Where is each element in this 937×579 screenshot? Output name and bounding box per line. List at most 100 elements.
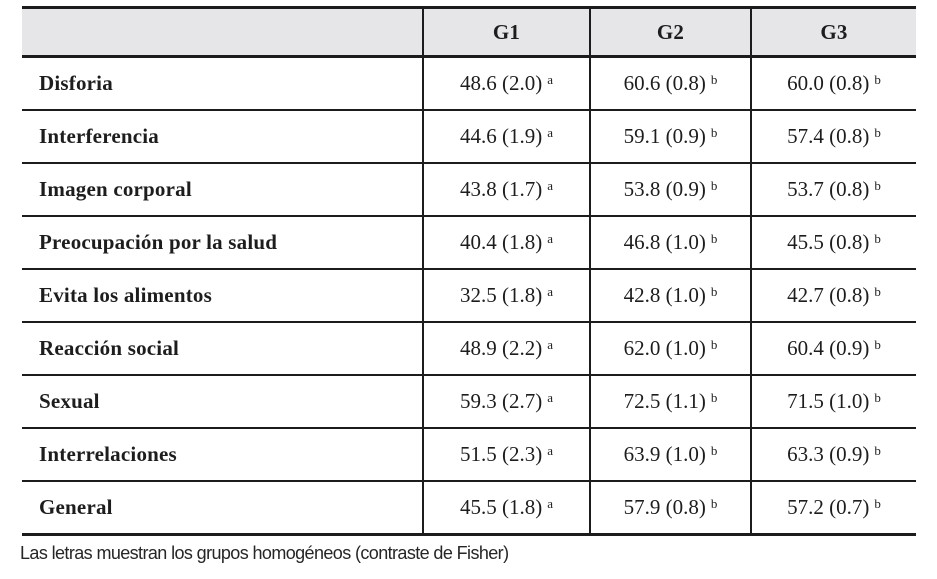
cell-g1: 51.5 (2.3) a (422, 428, 590, 481)
cell-g2: 42.8 (1.0) b (589, 269, 751, 322)
cell-superscript: a (547, 231, 554, 246)
row-label: Disforia (39, 71, 113, 95)
row-label: Interferencia (39, 124, 159, 148)
cell-g2: 46.8 (1.0) b (589, 216, 751, 269)
cell-superscript: b (874, 337, 881, 352)
row-label: Evita los alimentos (39, 283, 212, 307)
table-row: General 45.5 (1.8) a 57.9 (0.8) b 57.2 (0.… (22, 481, 916, 535)
cell-g1: 40.4 (1.8) a (422, 216, 590, 269)
cell-g1: 43.8 (1.7) a (422, 163, 590, 216)
cell-value: 63.3 (0.9) (787, 442, 870, 466)
header-col-g2: G2 (589, 7, 751, 58)
cell-superscript: a (547, 496, 554, 511)
cell-value: 59.3 (2.7) (459, 389, 543, 413)
cell-superscript: b (874, 443, 881, 458)
cell-value: 57.2 (0.7) (787, 495, 870, 519)
cell-superscript: b (710, 284, 718, 299)
table-row: Interferencia 44.6 (1.9) a 59.1 (0.9) b 57… (22, 110, 916, 163)
cell-superscript: a (547, 72, 554, 87)
cell-g1: 48.9 (2.2) a (422, 322, 590, 375)
cell-value: 42.8 (1.0) (623, 283, 706, 307)
header-row: G1 G2 G3 (22, 7, 916, 58)
cell-g3: 45.5 (0.8) b (750, 216, 916, 269)
cell-g1: 32.5 (1.8) a (422, 269, 590, 322)
cell-superscript: a (547, 284, 554, 299)
cell-value: 53.7 (0.8) (787, 177, 870, 201)
cell-g1: 59.3 (2.7) a (422, 375, 590, 428)
cell-superscript: b (710, 72, 718, 87)
cell-superscript: b (710, 390, 718, 405)
table-row: Sexual 59.3 (2.7) a 72.5 (1.1) b 71.5 (1.0… (22, 375, 916, 428)
cell-value: 48.6 (2.0) (459, 71, 543, 95)
cell-g2: 53.8 (0.9) b (589, 163, 751, 216)
cell-value: 45.5 (1.8) (459, 495, 543, 519)
cell-superscript: a (547, 443, 554, 458)
table-row: Imagen corporal 43.8 (1.7) a 53.8 (0.9) b … (22, 163, 916, 216)
row-label: Preocupación por la salud (39, 230, 278, 254)
cell-g1: 48.6 (2.0) a (422, 56, 590, 110)
cell-superscript: b (874, 496, 881, 511)
cell-superscript: a (547, 178, 554, 193)
row-label: Interrelaciones (39, 442, 177, 466)
header-empty-cell (22, 7, 423, 58)
cell-g2: 57.9 (0.8) b (589, 481, 751, 535)
cell-value: 63.9 (1.0) (623, 442, 706, 466)
cell-superscript: b (710, 178, 718, 193)
cell-g2: 60.6 (0.8) b (589, 56, 751, 110)
cell-value: 45.5 (0.8) (787, 230, 870, 254)
cell-value: 60.6 (0.8) (623, 71, 706, 95)
cell-superscript: b (874, 178, 881, 193)
cell-value: 57.9 (0.8) (623, 495, 706, 519)
cell-superscript: b (710, 496, 718, 511)
cell-value: 32.5 (1.8) (459, 283, 543, 307)
cell-superscript: a (547, 390, 554, 405)
cell-value: 59.1 (0.9) (623, 124, 706, 148)
cell-g2: 59.1 (0.9) b (589, 110, 751, 163)
cell-g3: 53.7 (0.8) b (750, 163, 916, 216)
cell-g3: 60.4 (0.9) b (750, 322, 916, 375)
table-footnote: Las letras muestran los grupos homogéneo… (20, 543, 509, 563)
cell-value: 62.0 (1.0) (623, 336, 706, 360)
cell-value: 60.4 (0.9) (787, 336, 870, 360)
cell-g2: 72.5 (1.1) b (589, 375, 751, 428)
cell-superscript: b (874, 231, 881, 246)
cell-value: 46.8 (1.0) (623, 230, 706, 254)
cell-value: 43.8 (1.7) (459, 177, 543, 201)
cell-value: 48.9 (2.2) (459, 336, 543, 360)
header-col-g3: G3 (750, 7, 916, 58)
cell-superscript: b (710, 337, 718, 352)
row-label: General (39, 495, 113, 519)
cell-superscript: a (547, 125, 554, 140)
cell-superscript: b (710, 443, 718, 458)
cell-g3: 57.4 (0.8) b (750, 110, 916, 163)
cell-g1: 44.6 (1.9) a (422, 110, 590, 163)
cell-superscript: b (874, 72, 881, 87)
cell-value: 42.7 (0.8) (787, 283, 870, 307)
cell-value: 53.8 (0.9) (623, 177, 706, 201)
cell-g3: 60.0 (0.8) b (750, 56, 916, 110)
cell-superscript: b (874, 390, 881, 405)
cell-g3: 57.2 (0.7) b (750, 481, 916, 535)
cell-value: 44.6 (1.9) (459, 124, 543, 148)
table-row: Interrelaciones 51.5 (2.3) a 63.9 (1.0) b … (22, 428, 916, 481)
table-row: Reacción social 48.9 (2.2) a 62.0 (1.0) b … (22, 322, 916, 375)
cell-superscript: b (874, 284, 881, 299)
table-row: Evita los alimentos 32.5 (1.8) a 42.8 (1.… (22, 269, 916, 322)
row-label: Reacción social (39, 336, 180, 360)
cell-superscript: b (874, 125, 881, 140)
cell-value: 72.5 (1.1) (623, 389, 706, 413)
cell-superscript: a (547, 337, 554, 352)
results-table: G1 G2 G3 Disforia 48.6 (2.0) a 60.6 (0.8)… (22, 6, 916, 536)
header-col-g1: G1 (422, 7, 590, 58)
cell-g3: 71.5 (1.0) b (750, 375, 916, 428)
cell-value: 71.5 (1.0) (787, 389, 870, 413)
cell-value: 40.4 (1.8) (459, 230, 543, 254)
cell-value: 60.0 (0.8) (787, 71, 870, 95)
cell-superscript: b (710, 125, 718, 140)
cell-superscript: b (710, 231, 718, 246)
cell-g3: 42.7 (0.8) b (750, 269, 916, 322)
row-label: Imagen corporal (39, 177, 192, 201)
cell-value: 51.5 (2.3) (459, 442, 543, 466)
table-row: Preocupación por la salud 40.4 (1.8) a 46… (22, 216, 916, 269)
